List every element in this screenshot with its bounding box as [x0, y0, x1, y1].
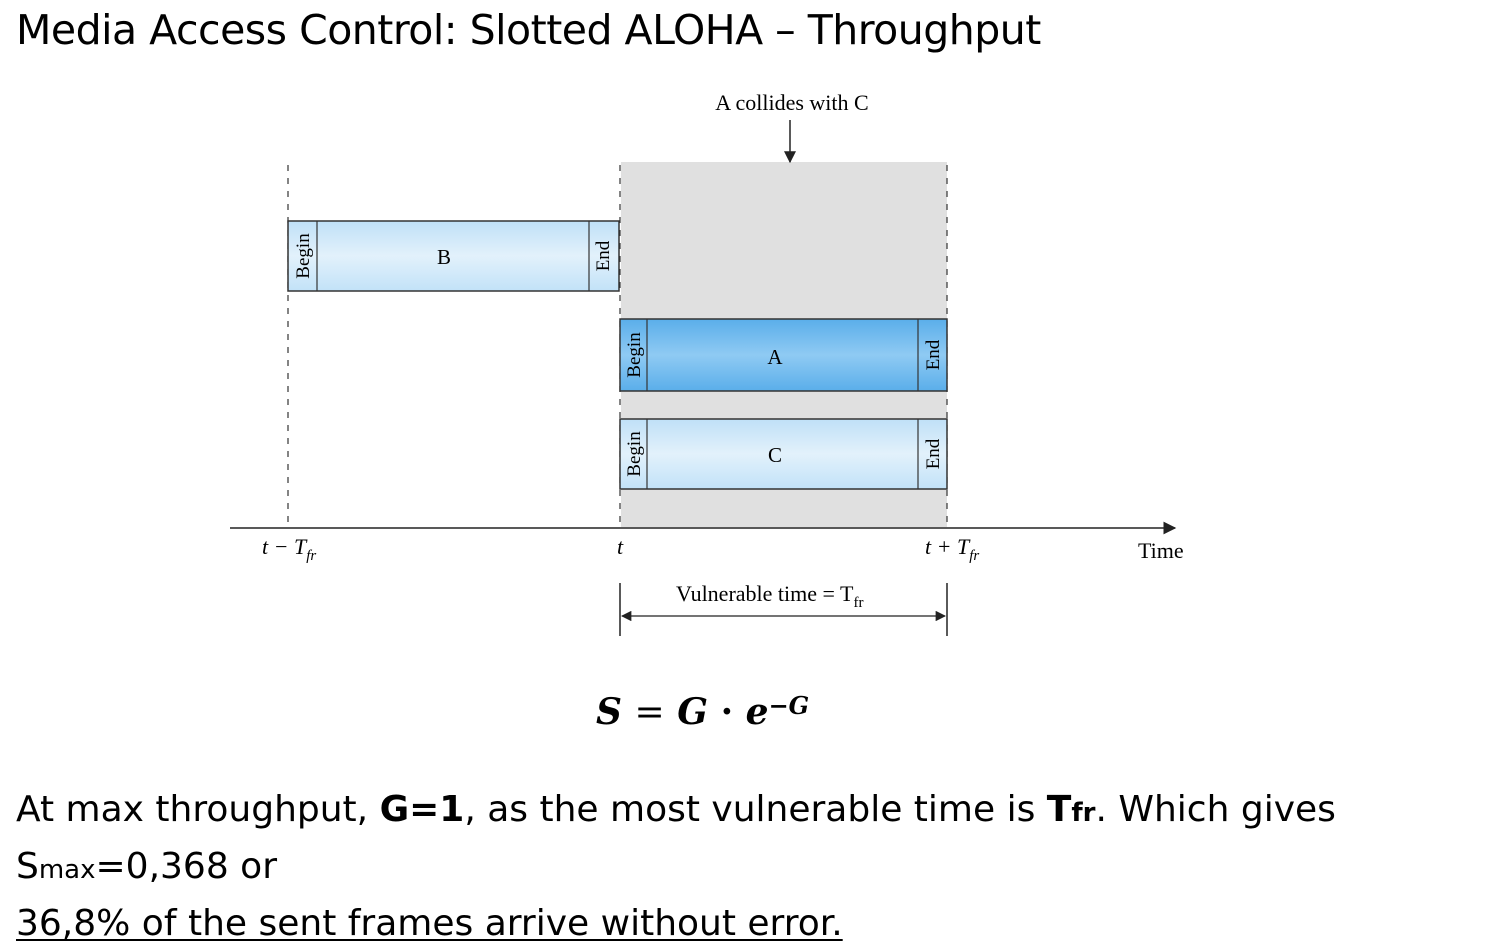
conclusion-text: 36,8% of the sent frames arrive without …: [16, 903, 843, 944]
frame-a-begin-label: Begin: [624, 332, 645, 378]
tick-label-mid: t: [617, 534, 624, 559]
frame-a-label: A: [767, 345, 783, 369]
aloha-timing-diagram: Begin B End Begin A End Begin C End A co…: [230, 90, 1184, 636]
frame-b-begin-label: Begin: [293, 233, 314, 279]
frame-a-end-label: End: [923, 339, 944, 370]
axis-label-time: Time: [1138, 538, 1184, 563]
frame-c-label: C: [768, 443, 782, 467]
frame-c-begin-label: Begin: [624, 431, 645, 477]
frame-b-end-label: End: [593, 240, 614, 271]
tick-label-right: t + Tfr: [925, 534, 979, 564]
throughput-formula: S = G · e−G: [596, 691, 810, 733]
frame-c-end-label: End: [923, 438, 944, 469]
frame-a: Begin A End: [619, 318, 948, 392]
frame-b-label: B: [437, 245, 451, 269]
frame-b: Begin B End: [287, 220, 620, 292]
vulnerable-label: Vulnerable time = Tfr: [676, 581, 863, 611]
tick-label-left: t − Tfr: [262, 534, 316, 564]
explanation-text: At max throughput, G=1, as the most vuln…: [16, 789, 1336, 944]
collision-label: A collides with C: [715, 90, 868, 115]
page-title: Media Access Control: Slotted ALOHA – Th…: [16, 6, 1041, 54]
frame-c: Begin C End: [619, 418, 948, 490]
